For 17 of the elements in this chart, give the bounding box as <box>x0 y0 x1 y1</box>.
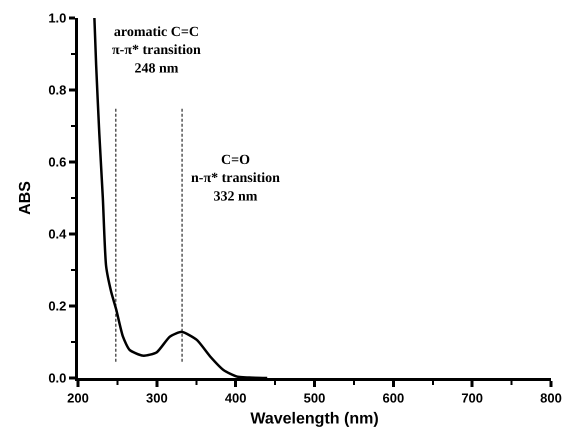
x-tick-label: 600 <box>382 390 404 406</box>
y-tick-label: 0.4 <box>48 226 68 242</box>
x-tick-label: 500 <box>304 390 326 406</box>
y-tick-label: 0.2 <box>48 298 66 314</box>
y-tick-label: 0.6 <box>48 154 66 170</box>
x-axis-title: Wavelength (nm) <box>250 410 379 428</box>
annotation: C=O n-π* transition 332 nm <box>191 153 280 204</box>
y-axis-title: ABS <box>17 180 34 215</box>
annotation: aromatic C=C π-π* transition 248 nm <box>112 25 202 76</box>
x-tick-label: 200 <box>67 390 89 406</box>
y-tick-label: 0.8 <box>48 82 66 98</box>
y-tick-label: 1.0 <box>48 10 66 26</box>
x-tick-label: 800 <box>540 390 562 406</box>
x-tick-label: 400 <box>224 390 247 406</box>
y-tick-label: 0.0 <box>48 370 66 386</box>
x-tick-label: 700 <box>461 390 484 406</box>
x-tick-label: 300 <box>146 390 168 406</box>
